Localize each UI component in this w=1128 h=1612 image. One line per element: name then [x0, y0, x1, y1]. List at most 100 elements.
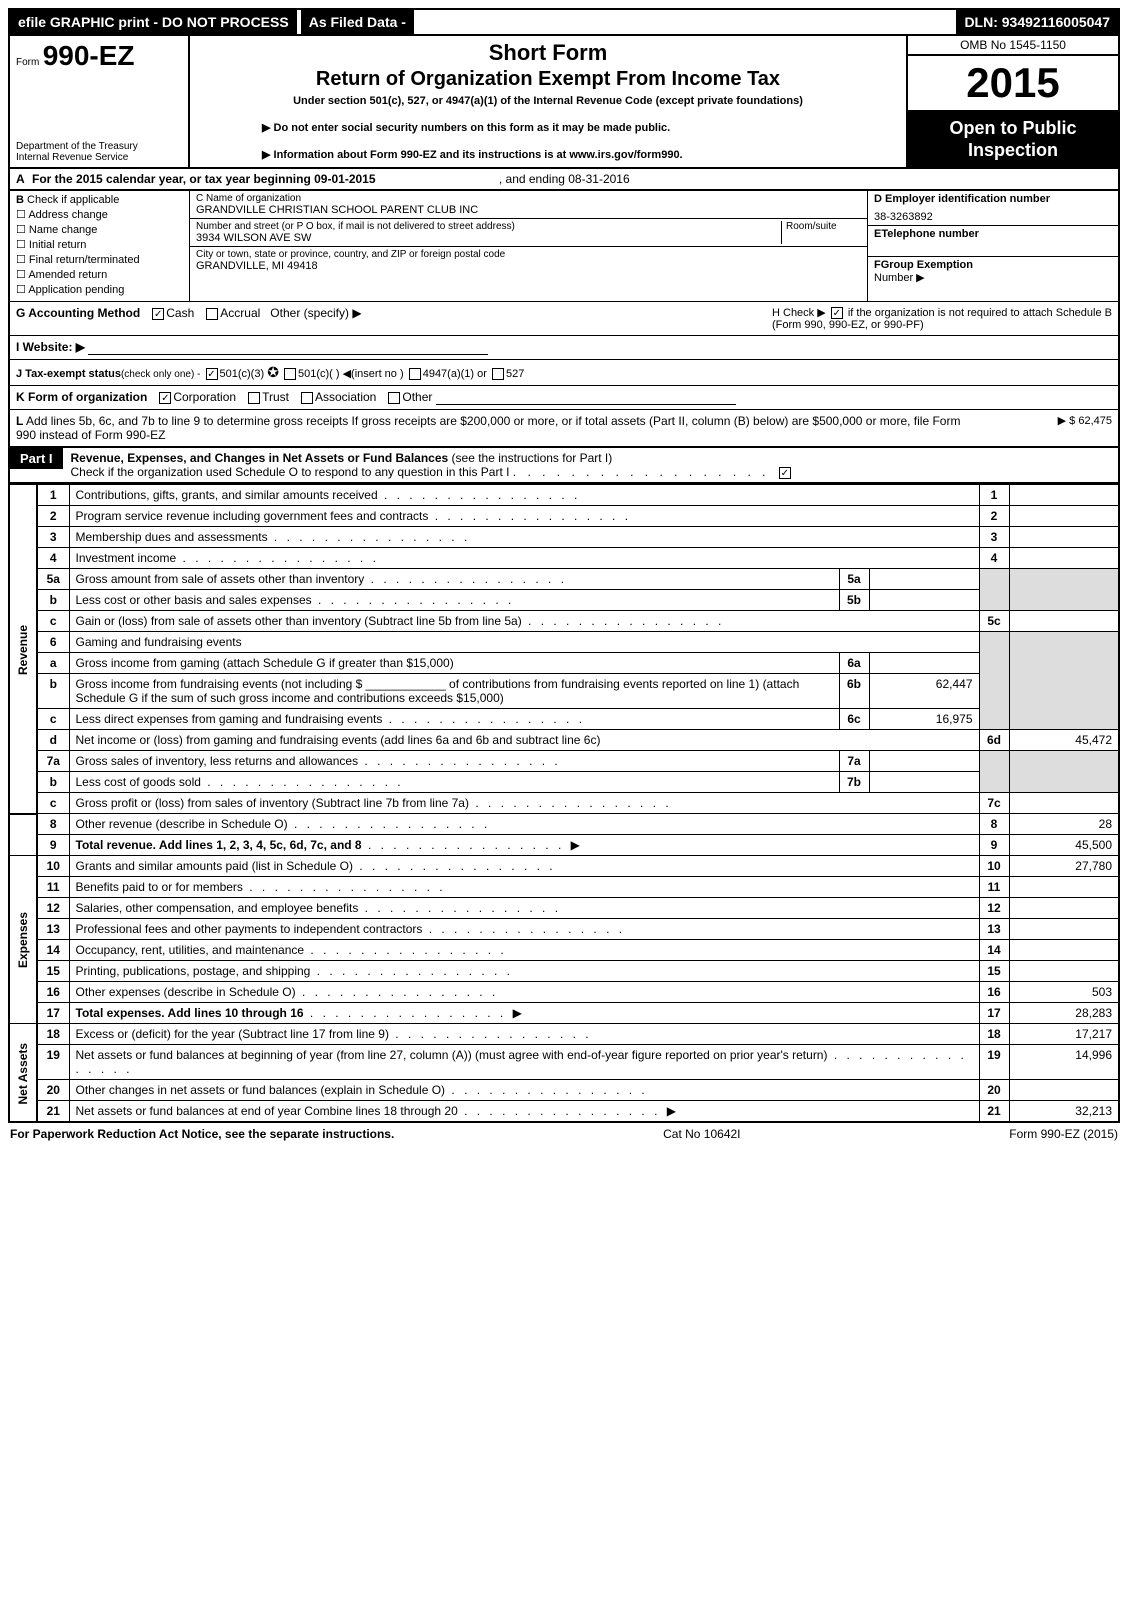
l6d-tn: 6d	[979, 730, 1009, 751]
cb-address-change[interactable]: Address change	[16, 208, 183, 221]
col-b-title: Check if applicable	[27, 194, 119, 206]
l6b-sn: 6b	[839, 674, 869, 709]
j-opt3: 4947(a)(1) or	[423, 368, 487, 380]
cb-initial-return[interactable]: Initial return	[16, 238, 183, 251]
l6b-sv: 62,447	[869, 674, 979, 709]
l10-tv: 27,780	[1009, 856, 1119, 877]
l9-desc: Total revenue. Add lines 1, 2, 3, 4, 5c,…	[76, 838, 362, 852]
form-prefix: Form	[16, 57, 39, 68]
l8-tn: 8	[979, 814, 1009, 835]
cb-4947[interactable]	[409, 368, 421, 380]
l21-tv: 32,213	[1009, 1101, 1119, 1123]
l6d-tv: 45,472	[1009, 730, 1119, 751]
cb-amended-return[interactable]: Amended return	[16, 268, 183, 281]
row-a-label: A	[16, 172, 25, 186]
l6d-num: d	[37, 730, 69, 751]
l5c-tv	[1009, 611, 1119, 632]
l2-num: 2	[37, 506, 69, 527]
g-label: G Accounting Method	[16, 306, 140, 320]
l5b-sn: 5b	[839, 590, 869, 611]
header-right: OMB No 1545-1150 2015 Open to Public Ins…	[908, 36, 1118, 167]
l5a-sv	[869, 569, 979, 590]
cb-trust[interactable]	[248, 392, 260, 404]
col-c: C Name of organization GRANDVILLE CHRIST…	[190, 191, 868, 301]
subtitle: Under section 501(c), 527, or 4947(a)(1)…	[202, 95, 894, 107]
l1-tn: 1	[979, 485, 1009, 506]
cb-501c[interactable]	[284, 368, 296, 380]
form-number: 990-EZ	[43, 40, 135, 71]
section-net-assets: Net Assets	[9, 1024, 37, 1123]
cb-name-change[interactable]: Name change	[16, 223, 183, 236]
f-group-label2: Number ▶	[874, 271, 1112, 284]
title-short-form: Short Form	[202, 40, 894, 66]
l14-tv	[1009, 940, 1119, 961]
l19-num: 19	[37, 1045, 69, 1080]
l7a-num: 7a	[37, 751, 69, 772]
l16-num: 16	[37, 982, 69, 1003]
k-label: K Form of organization	[16, 390, 147, 404]
cb-cash[interactable]	[152, 308, 164, 320]
l12-desc: Salaries, other compensation, and employ…	[76, 901, 562, 915]
cb-h-not-required[interactable]	[831, 307, 843, 319]
l21-num: 21	[37, 1101, 69, 1123]
section-revenue: Revenue	[9, 485, 37, 814]
cb-part1-schedule-o[interactable]	[779, 467, 791, 479]
l6c-num: c	[37, 709, 69, 730]
note-ssn: ▶ Do not enter social security numbers o…	[202, 121, 894, 134]
l1-tv	[1009, 485, 1119, 506]
l15-desc: Printing, publications, postage, and shi…	[76, 964, 514, 978]
l7c-num: c	[37, 793, 69, 814]
cb-association[interactable]	[301, 392, 313, 404]
col-def: D Employer identification number 38-3263…	[868, 191, 1118, 301]
cb-other-org[interactable]	[388, 392, 400, 404]
l13-desc: Professional fees and other payments to …	[76, 922, 626, 936]
cb-527[interactable]	[492, 368, 504, 380]
l14-num: 14	[37, 940, 69, 961]
l20-desc: Other changes in net assets or fund bala…	[76, 1083, 648, 1097]
l-label: L	[16, 414, 23, 428]
section-expenses: Expenses	[9, 856, 37, 1024]
cb-accrual[interactable]	[206, 308, 218, 320]
l19-desc: Net assets or fund balances at beginning…	[76, 1048, 828, 1062]
l4-tv	[1009, 548, 1119, 569]
footer: For Paperwork Reduction Act Notice, see …	[8, 1123, 1120, 1145]
l15-tv	[1009, 961, 1119, 982]
l20-tn: 20	[979, 1080, 1009, 1101]
l16-tv: 503	[1009, 982, 1119, 1003]
l2-tn: 2	[979, 506, 1009, 527]
k-other: Other	[402, 390, 432, 404]
part1-note: (see the instructions for Part I)	[452, 451, 613, 465]
l-text: Add lines 5b, 6c, and 7b to line 9 to de…	[16, 414, 960, 442]
l8-num: 8	[37, 814, 69, 835]
j-opt2: 501(c)( ) ◀(insert no )	[298, 368, 404, 380]
topbar-dln: DLN: 93492116005047	[956, 10, 1118, 34]
part1-label: Part I	[10, 448, 63, 469]
cb-application-pending[interactable]: Application pending	[16, 283, 183, 296]
l7c-desc: Gross profit or (loss) from sales of inv…	[76, 796, 672, 810]
j-opt4: 527	[506, 368, 524, 380]
cb-corporation[interactable]	[159, 392, 171, 404]
row-i: I Website: ▶	[16, 340, 1112, 355]
cb-final-return[interactable]: Final return/terminated	[16, 253, 183, 266]
l-amount: ▶ $ 62,475	[1058, 415, 1112, 427]
l6c-sn: 6c	[839, 709, 869, 730]
topbar-mid: As Filed Data -	[301, 10, 414, 34]
l5c-tn: 5c	[979, 611, 1009, 632]
l11-desc: Benefits paid to or for members	[76, 880, 446, 894]
l7b-sv	[869, 772, 979, 793]
l10-tn: 10	[979, 856, 1009, 877]
l6a-desc: Gross income from gaming (attach Schedul…	[69, 653, 839, 674]
l15-tn: 15	[979, 961, 1009, 982]
e-phone-label: ETelephone number	[874, 228, 1112, 240]
arrow-icon	[568, 838, 583, 852]
row-l: L Add lines 5b, 6c, and 7b to line 9 to …	[16, 414, 962, 442]
section-g-to-l: G Accounting Method Cash Accrual Other (…	[8, 301, 1120, 448]
l6a-num: a	[37, 653, 69, 674]
l9-num: 9	[37, 835, 69, 856]
h-text1: H Check ▶	[772, 307, 826, 319]
topbar-left: efile GRAPHIC print - DO NOT PROCESS	[10, 10, 297, 34]
c-street-label: Number and street (or P O box, if mail i…	[196, 221, 781, 232]
arrow-icon	[664, 1104, 679, 1118]
cb-501c3[interactable]	[206, 368, 218, 380]
l16-desc: Other expenses (describe in Schedule O)	[76, 985, 499, 999]
